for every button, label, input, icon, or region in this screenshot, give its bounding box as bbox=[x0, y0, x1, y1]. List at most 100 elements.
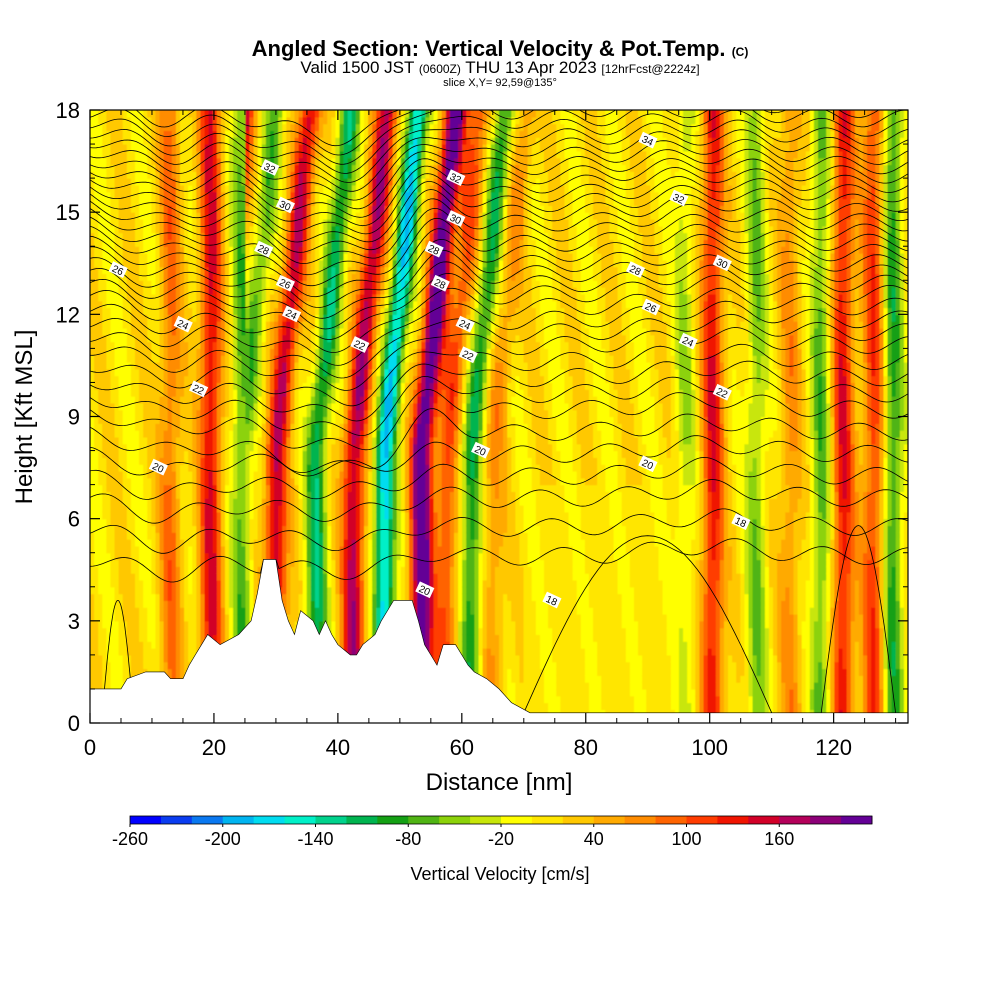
field-cell bbox=[180, 342, 185, 349]
field-cell bbox=[221, 478, 226, 485]
field-cell bbox=[119, 348, 124, 355]
field-cell bbox=[160, 342, 165, 349]
field-cell bbox=[278, 130, 283, 137]
field-cell bbox=[127, 396, 132, 403]
field-cell bbox=[135, 376, 140, 383]
field-cell bbox=[90, 314, 95, 321]
field-cell bbox=[217, 328, 222, 335]
field-cell bbox=[278, 335, 283, 342]
field-cell bbox=[160, 505, 165, 512]
field-cell bbox=[213, 560, 218, 567]
field-cell bbox=[168, 505, 173, 512]
field-cell bbox=[213, 239, 218, 246]
field-cell bbox=[307, 580, 312, 587]
field-cell bbox=[241, 525, 246, 532]
field-cell bbox=[119, 117, 124, 124]
field-cell bbox=[172, 430, 177, 437]
field-cell bbox=[221, 164, 226, 171]
field-cell bbox=[102, 342, 107, 349]
field-cell bbox=[229, 600, 234, 607]
field-cell bbox=[151, 505, 156, 512]
field-cell bbox=[90, 355, 95, 362]
field-cell bbox=[250, 573, 255, 580]
field-cell bbox=[115, 389, 120, 396]
field-cell bbox=[106, 485, 111, 492]
field-cell bbox=[241, 389, 246, 396]
field-cell bbox=[147, 505, 152, 512]
field-cell bbox=[188, 192, 193, 199]
field-cell bbox=[110, 525, 115, 532]
field-cell bbox=[213, 342, 218, 349]
field-cell bbox=[241, 423, 246, 430]
field-cell bbox=[123, 376, 128, 383]
field-cell bbox=[205, 403, 210, 410]
field-cell bbox=[147, 641, 152, 648]
field-cell bbox=[90, 239, 95, 246]
field-cell bbox=[147, 294, 152, 301]
field-cell bbox=[245, 233, 250, 240]
field-cell bbox=[213, 178, 218, 185]
field-cell bbox=[217, 580, 222, 587]
field-cell bbox=[241, 587, 246, 594]
field-cell bbox=[290, 600, 295, 607]
field-cell bbox=[274, 185, 279, 192]
field-cell bbox=[110, 505, 115, 512]
field-cell bbox=[131, 369, 136, 376]
field-cell bbox=[168, 566, 173, 573]
field-cell bbox=[229, 158, 234, 165]
field-cell bbox=[155, 226, 160, 233]
field-cell bbox=[192, 641, 197, 648]
field-cell bbox=[209, 519, 214, 526]
field-cell bbox=[229, 525, 234, 532]
field-cell bbox=[188, 560, 193, 567]
field-cell bbox=[188, 308, 193, 315]
field-cell bbox=[311, 239, 316, 246]
field-cell bbox=[274, 485, 279, 492]
field-cell bbox=[200, 546, 205, 553]
field-cell bbox=[94, 682, 99, 689]
field-cell bbox=[258, 137, 263, 144]
field-cell bbox=[143, 485, 148, 492]
field-cell bbox=[295, 124, 300, 131]
field-cell bbox=[106, 280, 111, 287]
field-cell bbox=[131, 485, 136, 492]
field-cell bbox=[180, 451, 185, 458]
field-cell bbox=[250, 587, 255, 594]
field-cell bbox=[135, 621, 140, 628]
field-cell bbox=[245, 410, 250, 417]
field-cell bbox=[282, 451, 287, 458]
field-cell bbox=[151, 430, 156, 437]
field-cell bbox=[205, 566, 210, 573]
field-cell bbox=[303, 362, 308, 369]
field-cell bbox=[192, 628, 197, 635]
field-cell bbox=[192, 308, 197, 315]
field-cell bbox=[102, 594, 107, 601]
field-cell bbox=[155, 539, 160, 546]
field-cell bbox=[143, 335, 148, 342]
field-cell bbox=[180, 669, 185, 676]
field-cell bbox=[266, 396, 271, 403]
field-cell bbox=[98, 478, 103, 485]
field-cell bbox=[176, 628, 181, 635]
field-cell bbox=[229, 355, 234, 362]
field-cell bbox=[213, 417, 218, 424]
field-cell bbox=[266, 362, 271, 369]
field-cell bbox=[115, 512, 120, 519]
field-cell bbox=[127, 628, 132, 635]
field-cell bbox=[102, 178, 107, 185]
field-cell bbox=[262, 553, 267, 560]
field-cell bbox=[237, 573, 242, 580]
field-cell bbox=[131, 614, 136, 621]
field-cell bbox=[131, 621, 136, 628]
field-cell bbox=[229, 423, 234, 430]
field-cell bbox=[213, 308, 218, 315]
field-cell bbox=[311, 280, 316, 287]
field-cell bbox=[127, 580, 132, 587]
field-cell bbox=[303, 376, 308, 383]
field-cell bbox=[106, 389, 111, 396]
field-cell bbox=[311, 573, 316, 580]
field-cell bbox=[176, 553, 181, 560]
field-cell bbox=[119, 655, 124, 662]
field-cell bbox=[241, 403, 246, 410]
field-cell bbox=[155, 594, 160, 601]
